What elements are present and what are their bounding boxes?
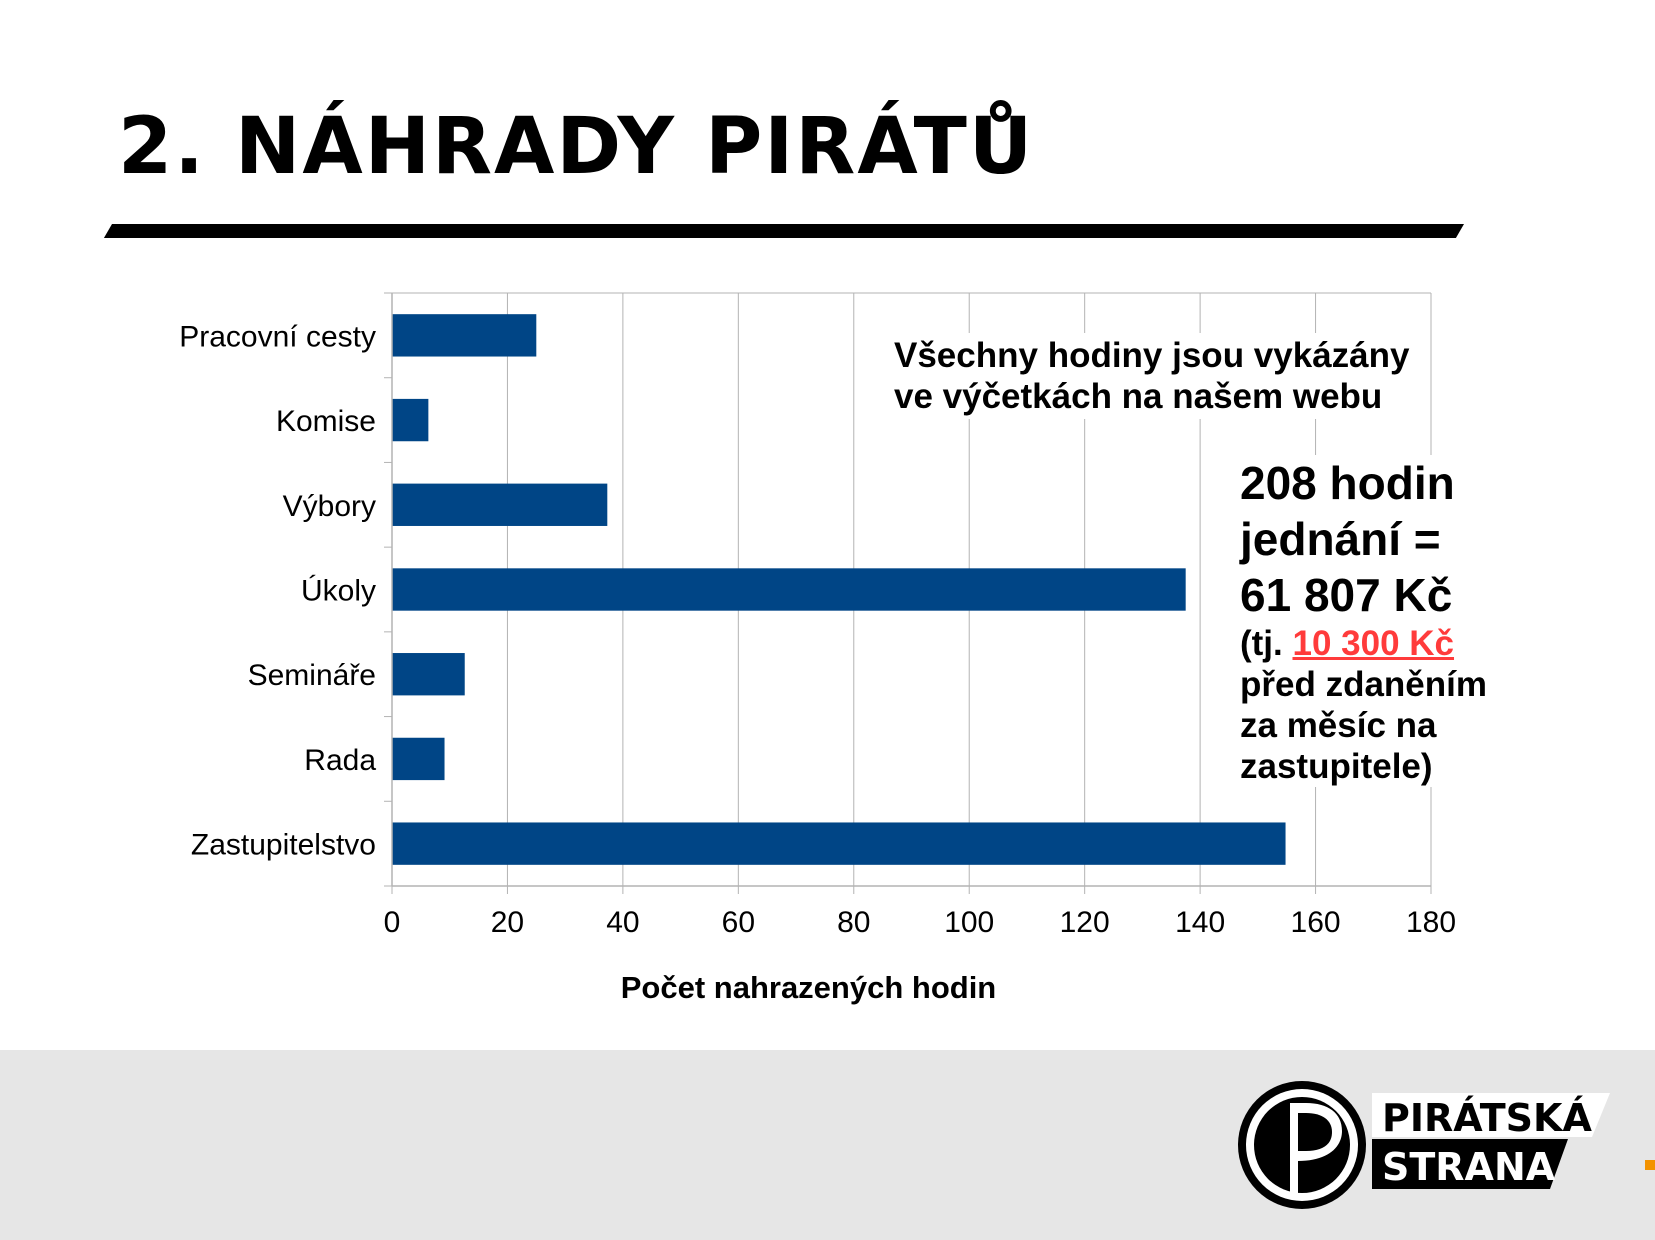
note-line-2: ve výčetkách na našem webu [894,377,1383,416]
pirate-party-logo: PIRÁTSKÁ STRANA [1238,1081,1610,1209]
chart-labels: 0 20 40 60 80 100 120 140 160 180 Pracovní cesty Ko… [179,320,1456,1005]
x-tick-label: 180 [1406,906,1456,939]
x-tick-label: 60 [722,906,755,939]
summary-highlight-amount: 10 300 Kč [1292,624,1455,663]
summary-per-month: (tj. 10 300 Kč [1240,623,1487,664]
orange-marker [1645,1160,1655,1170]
y-category-label: Úkoly [301,575,376,608]
x-tick-label: 20 [491,906,524,939]
x-tick-label: 120 [1060,906,1110,939]
summary-line-6: za měsíc na [1240,706,1437,745]
bar [392,398,429,442]
y-category-label: Semináře [248,659,376,692]
annotation-note: Všechny hodiny jsou vykázány ve výčetkác… [890,333,1414,419]
summary-meetings: jednání = [1240,513,1441,565]
logo-text-line-1: PIRÁTSKÁ [1382,1096,1592,1140]
x-tick-label: 100 [944,906,994,939]
slide-title: 2. NÁHRADY PIRÁTŮ [118,102,1035,192]
note-line-1: Všechny hodiny jsou vykázány [894,336,1410,375]
y-category-label: Rada [304,744,376,777]
bar [392,653,465,696]
logo-text-line-2: STRANA [1382,1145,1556,1189]
summary-callout: 208 hodin jednání = 61 807 Kč (tj. 10 30… [1240,455,1487,787]
x-tick-label: 160 [1291,906,1341,939]
summary-prefix: (tj. [1240,624,1293,663]
chart-bars [392,314,1286,865]
summary-line-7: zastupitele) [1240,747,1433,786]
bar [392,822,1286,865]
chart-axes [384,292,1432,894]
summary-hours: 208 hodin [1240,457,1455,509]
bar [392,737,445,781]
x-tick-label: 40 [606,906,639,939]
summary-total: 61 807 Kč [1240,569,1453,621]
x-tick-label: 80 [837,906,870,939]
bar [392,314,537,357]
bar [392,483,608,526]
x-tick-label: 0 [384,906,401,939]
y-category-label: Pracovní cesty [179,320,376,353]
summary-line-5: před zdaněním [1240,665,1487,704]
x-axis-title: Počet nahrazených hodin [621,970,997,1005]
y-category-label: Zastupitelstvo [191,829,376,862]
x-tick-label: 140 [1175,906,1225,939]
y-category-label: Komise [276,405,376,438]
y-category-label: Výbory [283,490,376,523]
bar [392,568,1186,611]
